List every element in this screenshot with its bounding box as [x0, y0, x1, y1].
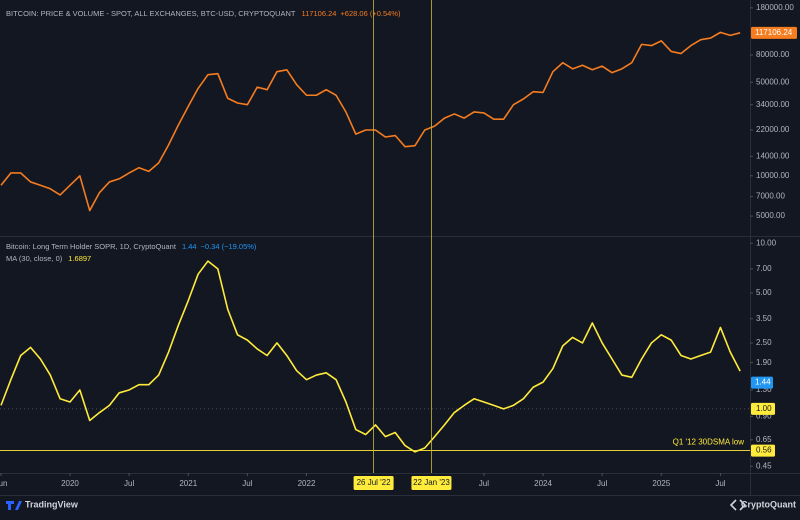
y-tick-label: 2.50 — [756, 338, 772, 347]
cryptoquant-logo — [729, 499, 747, 511]
x-tick-label: 2021 — [179, 479, 197, 488]
y-tick-label: 0.45 — [756, 461, 772, 470]
legend-change: +628.06 (+0.54%) — [340, 9, 401, 18]
legend-series: MA (30, close, 0) 1.6897 — [6, 254, 91, 263]
cryptoquant-brand: CryptoQuant — [741, 499, 796, 509]
y-tick-label: 5000.00 — [756, 211, 785, 220]
x-tick-label: Jun — [0, 479, 7, 488]
y-tick-label: 1.30 — [756, 385, 772, 394]
last-price-label: 117106.24 — [755, 28, 793, 37]
y-tick-label: 3.50 — [756, 314, 772, 323]
level-label-box — [751, 402, 775, 415]
x-tick-label: 2022 — [298, 479, 316, 488]
y-tick-label: 180000.00 — [756, 3, 794, 12]
date-marker-label: 22 Jan '23 — [413, 478, 450, 487]
legend-title: Bitcoin: Long Term Holder SOPR, 1D, Cryp… — [6, 242, 177, 251]
y-tick-label: 80000.00 — [756, 50, 790, 59]
level-label-box — [751, 444, 775, 457]
y-tick-label: 0.65 — [756, 435, 772, 444]
legend-value: 1.44 — [182, 242, 197, 251]
y-tick-label: 50000.00 — [756, 77, 790, 86]
legend-value: 117106.24 — [302, 9, 337, 18]
date-marker-box — [411, 476, 452, 490]
x-tick-label: 2024 — [534, 479, 552, 488]
last-price-box — [751, 26, 797, 39]
level-annotation: Q1 '12 30DSMA low — [673, 438, 745, 447]
x-tick-label: Jul — [597, 479, 607, 488]
tradingview-brand: TradingView — [25, 499, 79, 509]
y-tick-label: 10000.00 — [756, 171, 790, 180]
x-tick-label: Jul — [479, 479, 489, 488]
level-label: 0.56 — [756, 446, 772, 455]
y-tick-label: 1.90 — [756, 358, 772, 367]
x-tick-label: Jul — [242, 479, 252, 488]
last-value-label: 1.44 — [755, 378, 771, 387]
y-tick-label: 7.00 — [756, 264, 772, 273]
plot-area — [0, 31, 750, 453]
tradingview-logo — [6, 501, 22, 510]
y-tick-label: 22000.00 — [756, 125, 790, 134]
y-tick-label: 0.90 — [756, 412, 772, 421]
legend-series-name: MA (30, close, 0) — [6, 254, 63, 263]
x-tick-label: 2025 — [652, 479, 670, 488]
y-tick-label: 14000.00 — [756, 151, 790, 160]
y-tick-label: 34000.00 — [756, 100, 790, 109]
x-tick-label: Jul — [715, 479, 725, 488]
y-tick-label: 10.00 — [756, 238, 777, 247]
level-label: 1.00 — [756, 404, 772, 413]
series-line — [0, 31, 741, 212]
last-value-box — [751, 376, 773, 389]
x-tick-label: 2020 — [61, 479, 79, 488]
legend-change: −0.34 (−19.05%) — [201, 242, 257, 251]
date-marker-box — [353, 476, 394, 490]
series-line — [0, 260, 741, 453]
date-marker-label: 26 Jul '22 — [357, 478, 392, 487]
y-tick-label: 7000.00 — [756, 192, 785, 201]
legend: Bitcoin: Long Term Holder SOPR, 1D, Cryp… — [6, 242, 257, 251]
legend-title: BITCOIN: PRICE & VOLUME - SPOT, ALL EXCH… — [6, 9, 296, 18]
y-tick-label: 5.00 — [756, 288, 772, 297]
legend-series-value: 1.6897 — [68, 254, 91, 263]
legend: BITCOIN: PRICE & VOLUME - SPOT, ALL EXCH… — [6, 9, 401, 18]
x-tick-label: Jul — [124, 479, 134, 488]
